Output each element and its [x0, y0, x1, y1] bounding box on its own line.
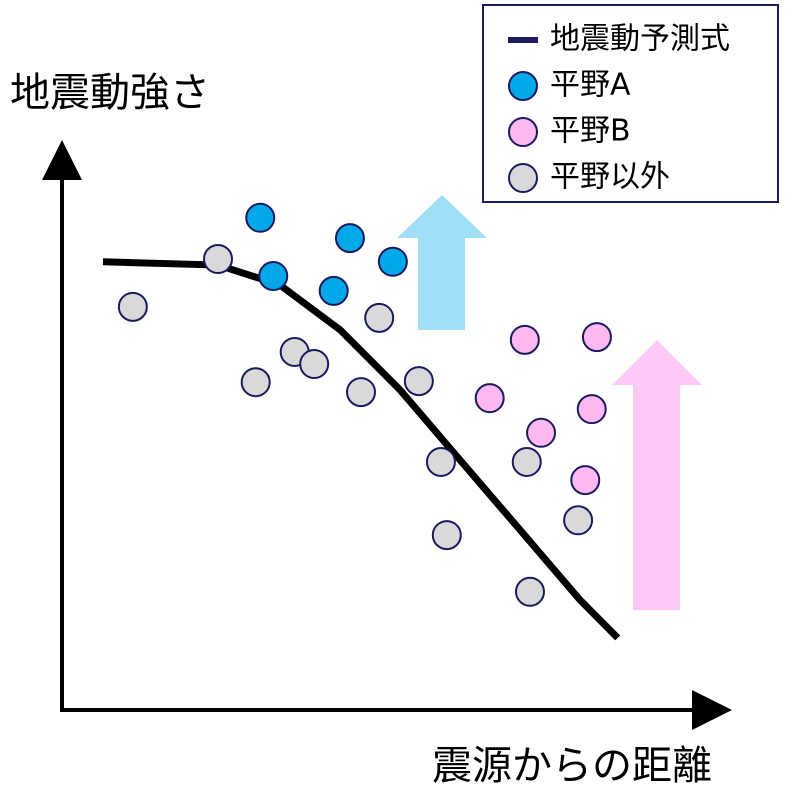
data-point	[240, 367, 271, 398]
legend-label: 地震動予測式	[550, 22, 730, 57]
legend-swatch	[508, 117, 538, 147]
data-point	[117, 291, 148, 322]
data-point	[515, 576, 545, 607]
data-point	[570, 465, 601, 496]
data-point	[258, 261, 289, 292]
prediction-curve	[102, 258, 621, 641]
data-point	[526, 417, 557, 448]
legend-label: 平野A	[550, 68, 631, 103]
legend-label: 平野B	[550, 114, 631, 149]
y-axis-label: 地震動強さ	[10, 70, 210, 116]
data-point	[511, 446, 542, 477]
legend-label: 平野以外	[550, 160, 670, 195]
data-point	[403, 366, 434, 397]
legend-swatch	[508, 163, 538, 193]
x-axis-label: 震源からの距離	[432, 743, 712, 789]
data-point	[334, 223, 365, 254]
data-point	[509, 324, 540, 355]
data-point	[474, 383, 505, 414]
data-point	[425, 446, 456, 477]
data-point	[318, 275, 349, 306]
pink-arrow	[612, 340, 702, 610]
data-point	[377, 246, 408, 277]
legend-swatch	[508, 71, 538, 101]
data-point	[563, 505, 594, 536]
data-point	[364, 302, 395, 333]
data-point	[346, 377, 376, 408]
data-point	[245, 202, 276, 233]
blue-arrow	[397, 195, 487, 330]
data-point	[299, 349, 330, 380]
data-point	[576, 394, 607, 425]
data-point	[431, 520, 462, 551]
data-point	[203, 244, 233, 274]
data-point	[581, 322, 612, 353]
